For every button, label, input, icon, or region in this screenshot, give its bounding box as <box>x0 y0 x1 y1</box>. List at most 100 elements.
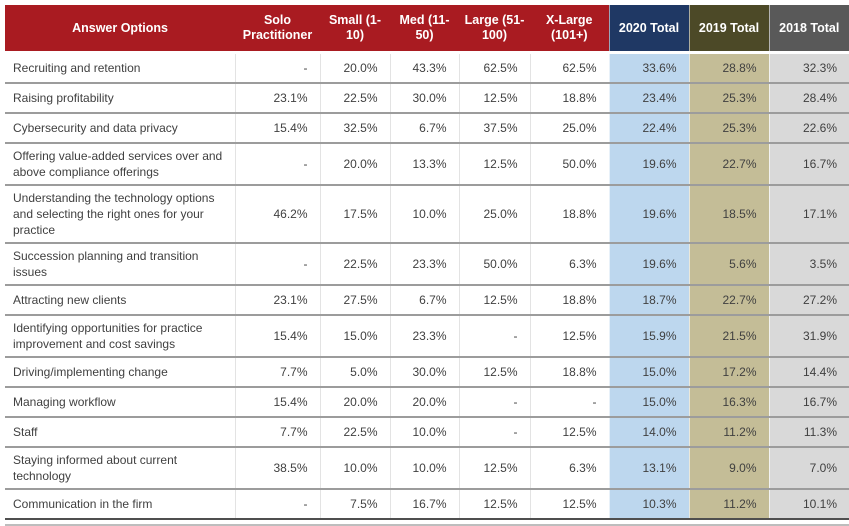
value-cell-2019-total: 28.8% <box>688 52 769 84</box>
column-header-med-11-50: Med (11-50) <box>390 5 459 54</box>
value-cell-x-large-101: 12.5% <box>529 315 609 358</box>
table-body: Recruiting and retention -20.0% 43.3% 62.5%… <box>5 52 849 520</box>
value-cell-2018-total: 7.0% <box>768 447 849 490</box>
value-cell-med-11-50: 23.3% <box>389 315 459 358</box>
value-cell-solo-practitioner: 7.7% <box>234 417 320 448</box>
value-cell-2020-total: 15.0% <box>608 387 689 418</box>
value-cell-2019-total: 18.5% <box>688 185 769 244</box>
value-cell-2018-total: 31.9% <box>768 315 849 358</box>
value-cell-med-11-50: 6.7% <box>389 285 459 316</box>
value-cell-2018-total: 16.7% <box>768 143 849 186</box>
row-label: Managing workflow <box>5 387 235 418</box>
value-cell-2020-total: 18.7% <box>608 285 689 316</box>
table-row: Managing workflow 15.4% 20.0% 20.0% - -15.0% 1… <box>5 387 849 418</box>
value-cell-2018-total: 11.3% <box>768 417 849 448</box>
value-cell-small-1-10: 20.0% <box>319 387 390 418</box>
value-cell-2019-total: 16.3% <box>688 387 769 418</box>
value-cell-solo-practitioner: - <box>234 243 320 286</box>
value-cell-x-large-101: 6.3% <box>529 243 609 286</box>
value-cell-med-11-50: 13.3% <box>389 143 459 186</box>
table-row: Understanding the technology options and… <box>5 185 849 244</box>
table-row: Raising profitability 23.1% 22.5% 30.0% 12.5… <box>5 83 849 114</box>
value-cell-med-11-50: 20.0% <box>389 387 459 418</box>
value-cell-large-51-100: - <box>458 315 530 358</box>
row-label: Staying informed about current technolog… <box>5 447 235 490</box>
table-row: Succession planning and transition issue… <box>5 243 849 286</box>
value-cell-solo-practitioner: - <box>234 52 320 84</box>
value-cell-2018-total: 16.7% <box>768 387 849 418</box>
value-cell-2019-total: 11.2% <box>688 489 769 520</box>
value-cell-small-1-10: 10.0% <box>319 447 390 490</box>
value-cell-solo-practitioner: 15.4% <box>234 387 320 418</box>
value-cell-solo-practitioner: 38.5% <box>234 447 320 490</box>
value-cell-x-large-101: 18.8% <box>529 83 609 114</box>
value-cell-2019-total: 9.0% <box>688 447 769 490</box>
value-cell-x-large-101: 50.0% <box>529 143 609 186</box>
row-label: Recruiting and retention <box>5 52 235 84</box>
column-header-x-large-101: X-Large (101+) <box>530 5 609 54</box>
value-cell-med-11-50: 23.3% <box>389 243 459 286</box>
value-cell-2020-total: 33.6% <box>608 52 689 84</box>
value-cell-x-large-101: 12.5% <box>529 489 609 520</box>
value-cell-large-51-100: 12.5% <box>458 447 530 490</box>
survey-results-table-wrap: Answer Options Solo Practitioner Small (1-… <box>5 5 849 526</box>
value-cell-med-11-50: 6.7% <box>389 113 459 144</box>
column-header-small-1-10: Small (1-10) <box>320 5 390 54</box>
value-cell-med-11-50: 30.0% <box>389 357 459 388</box>
value-cell-large-51-100: 50.0% <box>458 243 530 286</box>
value-cell-x-large-101: 12.5% <box>529 417 609 448</box>
column-header-answer-options: Answer Options <box>5 5 235 54</box>
value-cell-small-1-10: 15.0% <box>319 315 390 358</box>
table-row: Staying informed about current technolog… <box>5 447 849 490</box>
value-cell-small-1-10: 20.0% <box>319 52 390 84</box>
value-cell-solo-practitioner: 15.4% <box>234 315 320 358</box>
value-cell-2018-total: 22.6% <box>768 113 849 144</box>
value-cell-large-51-100: 12.5% <box>458 285 530 316</box>
value-cell-small-1-10: 5.0% <box>319 357 390 388</box>
value-cell-2020-total: 19.6% <box>608 243 689 286</box>
row-label: Attracting new clients <box>5 285 235 316</box>
value-cell-x-large-101: 6.3% <box>529 447 609 490</box>
value-cell-large-51-100: 62.5% <box>458 52 530 84</box>
column-header-solo-practitioner: Solo Practitioner <box>235 5 320 54</box>
row-label: Raising profitability <box>5 83 235 114</box>
value-cell-large-51-100: - <box>458 417 530 448</box>
table-row: Cybersecurity and data privacy 15.4% 32.5%… <box>5 113 849 144</box>
value-cell-large-51-100: 12.5% <box>458 489 530 520</box>
value-cell-med-11-50: 43.3% <box>389 52 459 84</box>
value-cell-solo-practitioner: 7.7% <box>234 357 320 388</box>
value-cell-2018-total: 28.4% <box>768 83 849 114</box>
row-label: Identifying opportunities for practice i… <box>5 315 235 358</box>
table-row: Recruiting and retention -20.0% 43.3% 62.5%… <box>5 52 849 84</box>
value-cell-2018-total: 17.1% <box>768 185 849 244</box>
value-cell-2019-total: 5.6% <box>688 243 769 286</box>
value-cell-2019-total: 11.2% <box>688 417 769 448</box>
table-row: Attracting new clients 23.1% 27.5% 6.7% 12.5… <box>5 285 849 316</box>
value-cell-med-11-50: 16.7% <box>389 489 459 520</box>
value-cell-med-11-50: 30.0% <box>389 83 459 114</box>
value-cell-2019-total: 25.3% <box>688 113 769 144</box>
value-cell-med-11-50: 10.0% <box>389 447 459 490</box>
value-cell-x-large-101: 25.0% <box>529 113 609 144</box>
table-header: Answer Options Solo Practitioner Small (1-… <box>5 5 849 54</box>
column-header-2020-total: 2020 Total <box>608 5 689 54</box>
value-cell-x-large-101: 18.8% <box>529 285 609 316</box>
value-cell-small-1-10: 32.5% <box>319 113 390 144</box>
table-row: Driving/implementing change 7.7% 5.0% 30.0%… <box>5 357 849 388</box>
value-cell-2020-total: 19.6% <box>608 185 689 244</box>
value-cell-solo-practitioner: 23.1% <box>234 83 320 114</box>
row-label: Staff <box>5 417 235 448</box>
value-cell-2020-total: 22.4% <box>608 113 689 144</box>
column-header-large-51-100: Large (51-100) <box>459 5 530 54</box>
row-label: Cybersecurity and data privacy <box>5 113 235 144</box>
row-label: Offering value-added services over and a… <box>5 143 235 186</box>
row-label: Understanding the technology options and… <box>5 185 235 244</box>
value-cell-2018-total: 32.3% <box>768 52 849 84</box>
row-label: Communication in the firm <box>5 489 235 520</box>
value-cell-small-1-10: 27.5% <box>319 285 390 316</box>
value-cell-2018-total: 27.2% <box>768 285 849 316</box>
value-cell-2019-total: 22.7% <box>688 143 769 186</box>
value-cell-x-large-101: - <box>529 387 609 418</box>
value-cell-solo-practitioner: 15.4% <box>234 113 320 144</box>
table-row: Staff 7.7% 22.5% 10.0% -12.5% 14.0% 11.2% 11.3% <box>5 417 849 448</box>
